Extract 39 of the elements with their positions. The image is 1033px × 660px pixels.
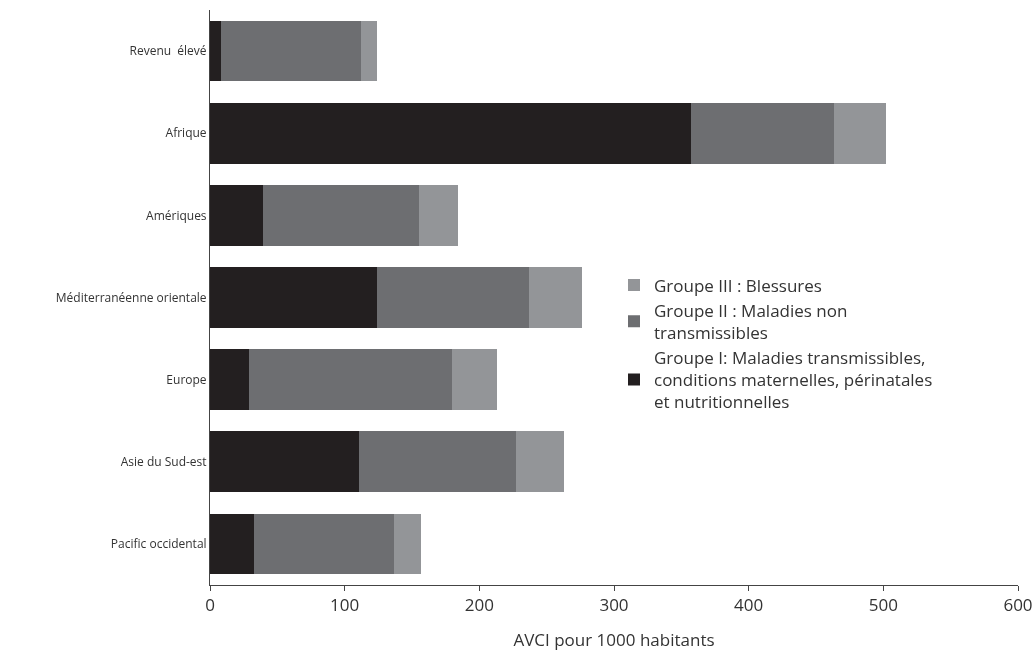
x-tick-label: 100	[330, 593, 360, 617]
y-tick-label: Amériques	[146, 206, 207, 224]
bar	[249, 349, 453, 411]
x-axis-title: AVCI pour 1000 habitants	[513, 628, 715, 651]
bar	[220, 20, 361, 82]
y-tick-label: Europe	[166, 370, 207, 388]
bar	[210, 184, 263, 246]
bar	[690, 102, 834, 164]
legend-label: Groupe II : Maladies non transmissibles	[654, 298, 848, 344]
bar	[418, 184, 458, 246]
x-tick-label: 600	[1003, 593, 1033, 617]
legend-label: Groupe III : Blessures	[654, 273, 822, 297]
bar	[210, 431, 360, 493]
bar	[376, 267, 530, 328]
bar	[210, 102, 691, 164]
y-tick-label: Revenu élevé	[129, 42, 207, 60]
bar	[262, 184, 419, 246]
y-tick-label: Asie du Sud-est	[120, 452, 207, 470]
bar	[360, 20, 377, 82]
bar	[254, 513, 395, 575]
y-tick-label: Afrique	[165, 124, 207, 142]
bar	[359, 431, 516, 493]
x-tick-label: 0	[205, 593, 215, 617]
bar	[833, 102, 887, 164]
y-tick-label: Pacific occidental	[110, 535, 207, 553]
x-tick-label: 200	[464, 593, 494, 617]
bar	[210, 349, 250, 411]
x-tick-label: 400	[734, 593, 764, 617]
bar	[394, 513, 422, 575]
x-tick-label: 300	[599, 593, 629, 617]
x-tick-label: 500	[868, 593, 898, 617]
bar	[210, 267, 377, 328]
legend-label: Groupe I: Maladies transmissibles, conditions maternelles, périnatales et nutritionnelles	[654, 345, 933, 414]
bar	[210, 513, 255, 575]
bar	[515, 431, 565, 493]
bar	[529, 267, 582, 328]
bar	[210, 20, 221, 82]
bar	[452, 349, 497, 411]
y-tick-label: Méditerranéenne orientale	[55, 288, 207, 306]
